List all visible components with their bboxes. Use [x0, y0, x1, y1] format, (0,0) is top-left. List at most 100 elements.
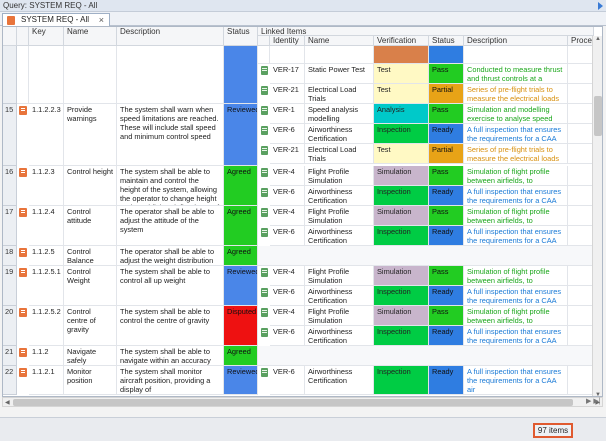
- verification-cell[interactable]: Inspection: [374, 226, 429, 246]
- linked-status-cell[interactable]: Partial: [429, 84, 464, 104]
- column-header-linked-status[interactable]: Status: [429, 36, 464, 46]
- description-cell[interactable]: The operator shall be able to adjust the…: [117, 206, 224, 246]
- linked-name-cell[interactable]: Flight Profile Simulation: [305, 166, 374, 186]
- expand-arrow-icon[interactable]: [598, 2, 603, 10]
- procedure-cell[interactable]: [568, 266, 594, 286]
- linked-status-cell[interactable]: Ready: [429, 186, 464, 206]
- verification-cell[interactable]: Simulation: [374, 166, 429, 186]
- linked-name-cell[interactable]: Flight Profile Simulation: [305, 306, 374, 326]
- linked-status-cell[interactable]: Pass: [429, 166, 464, 186]
- linked-identity-cell[interactable]: VER-4: [270, 166, 305, 186]
- column-header-status[interactable]: Status: [224, 27, 258, 46]
- procedure-cell[interactable]: [568, 166, 594, 186]
- linked-name-cell[interactable]: Static Power Test: [305, 64, 374, 84]
- linked-identity-cell[interactable]: VER-21: [270, 144, 305, 164]
- column-header-verification[interactable]: Verification: [374, 36, 429, 46]
- linked-status-cell[interactable]: Partial: [429, 144, 464, 164]
- horizontal-scroll-thumb[interactable]: [13, 399, 573, 406]
- linked-identity-cell[interactable]: VER-6: [270, 186, 305, 206]
- scroll-right-icon[interactable]: ▶: [595, 400, 600, 406]
- procedure-cell[interactable]: [568, 64, 594, 84]
- key-cell[interactable]: 1.1.2.3: [29, 166, 64, 206]
- status-badge[interactable]: [224, 46, 258, 104]
- linked-name-cell[interactable]: Electrical Load Trials: [305, 144, 374, 164]
- column-header-linked-name[interactable]: Name: [305, 36, 374, 46]
- status-badge[interactable]: Reviewed: [224, 104, 258, 166]
- linked-identity-cell[interactable]: [270, 46, 305, 64]
- linked-name-cell[interactable]: Airworthiness Certification: [305, 366, 374, 395]
- procedure-cell[interactable]: [568, 306, 594, 326]
- linked-name-cell[interactable]: Electrical Load Trials: [305, 84, 374, 104]
- linked-identity-cell[interactable]: VER-21: [270, 84, 305, 104]
- linked-name-cell[interactable]: Speed analysis modelling: [305, 104, 374, 124]
- linked-status-cell[interactable]: [429, 46, 464, 64]
- description-cell[interactable]: The system shall be able to control all …: [117, 266, 224, 306]
- linked-description-cell[interactable]: [464, 46, 568, 64]
- name-cell[interactable]: Control attitude: [64, 206, 117, 246]
- name-cell[interactable]: Monitor position: [64, 366, 117, 395]
- column-header-linked-description[interactable]: Description: [464, 36, 568, 46]
- linked-name-cell[interactable]: Airworthiness Certification: [305, 186, 374, 206]
- linked-name-cell[interactable]: Flight Profile Simulation: [305, 266, 374, 286]
- name-cell[interactable]: Navigate safely: [64, 346, 117, 366]
- linked-identity-cell[interactable]: VER-17: [270, 64, 305, 84]
- linked-name-cell[interactable]: Airworthiness Certification: [305, 326, 374, 346]
- verification-cell[interactable]: Analysis: [374, 104, 429, 124]
- scroll-up-icon[interactable]: ▲: [595, 36, 601, 42]
- description-cell[interactable]: [117, 46, 224, 104]
- vertical-scroll-thumb[interactable]: [594, 96, 602, 136]
- verification-cell[interactable]: Inspection: [374, 124, 429, 144]
- procedure-cell[interactable]: [568, 206, 594, 226]
- key-cell[interactable]: 1.1.2.5.1: [29, 266, 64, 306]
- key-cell[interactable]: 1.1.2.5.2: [29, 306, 64, 346]
- linked-identity-cell[interactable]: VER-4: [270, 206, 305, 226]
- status-badge[interactable]: Agreed: [224, 206, 258, 246]
- verification-cell[interactable]: Test: [374, 84, 429, 104]
- name-cell[interactable]: Control height: [64, 166, 117, 206]
- procedure-cell[interactable]: [568, 144, 594, 164]
- description-cell[interactable]: The system shall be able to maintain and…: [117, 166, 224, 206]
- linked-status-cell[interactable]: Ready: [429, 226, 464, 246]
- verification-cell[interactable]: Inspection: [374, 186, 429, 206]
- linked-description-cell[interactable]: A full inspection that ensures the requi…: [464, 226, 568, 246]
- linked-description-cell[interactable]: Simulation and modelling exercise to ana…: [464, 104, 568, 124]
- linked-description-cell[interactable]: Simulation of flight profile between air…: [464, 166, 568, 186]
- procedure-cell[interactable]: [568, 84, 594, 104]
- verification-cell[interactable]: Simulation: [374, 306, 429, 326]
- linked-status-cell[interactable]: Pass: [429, 64, 464, 84]
- procedure-cell[interactable]: [568, 186, 594, 206]
- linked-identity-cell[interactable]: VER-6: [270, 226, 305, 246]
- linked-status-cell[interactable]: Pass: [429, 206, 464, 226]
- linked-name-cell[interactable]: [305, 46, 374, 64]
- linked-description-cell[interactable]: A full inspection that ensures the requi…: [464, 124, 568, 144]
- key-cell[interactable]: 1.1.2.1: [29, 366, 64, 395]
- procedure-cell[interactable]: [568, 286, 594, 306]
- linked-name-cell[interactable]: Airworthiness Certification: [305, 286, 374, 306]
- key-cell[interactable]: 1.1.2.2.3: [29, 104, 64, 166]
- name-cell[interactable]: Provide warnings: [64, 104, 117, 166]
- linked-status-cell[interactable]: Ready: [429, 366, 464, 395]
- verification-cell[interactable]: Inspection: [374, 366, 429, 395]
- procedure-cell[interactable]: [568, 124, 594, 144]
- horizontal-scrollbar[interactable]: ◀ ▶: [2, 397, 603, 407]
- column-header-description[interactable]: Description: [117, 27, 224, 46]
- name-cell[interactable]: Control Weight: [64, 266, 117, 306]
- procedure-cell[interactable]: [568, 226, 594, 246]
- linked-identity-cell[interactable]: VER-6: [270, 124, 305, 144]
- key-cell[interactable]: 1.1.2.4: [29, 206, 64, 246]
- scroll-down-icon[interactable]: ▼: [595, 392, 601, 397]
- key-cell[interactable]: 1.1.2.5: [29, 246, 64, 266]
- linked-name-cell[interactable]: Airworthiness Certification: [305, 124, 374, 144]
- linked-name-cell[interactable]: Airworthiness Certification: [305, 226, 374, 246]
- linked-description-cell[interactable]: A full inspection that ensures the requi…: [464, 186, 568, 206]
- tab-system-req-all[interactable]: SYSTEM REQ - All ×: [2, 13, 111, 26]
- procedure-cell[interactable]: [568, 326, 594, 346]
- status-badge[interactable]: Agreed: [224, 166, 258, 206]
- linked-description-cell[interactable]: Conducted to measure thrust and thrust c…: [464, 64, 568, 84]
- linked-name-cell[interactable]: Flight Profile Simulation: [305, 206, 374, 226]
- column-header-procedure[interactable]: Proced: [568, 36, 596, 46]
- linked-identity-cell[interactable]: VER-6: [270, 366, 305, 395]
- tab-close-icon[interactable]: ×: [98, 15, 105, 25]
- description-cell[interactable]: The system shall be able to navigate wit…: [117, 346, 224, 366]
- scroll-left-icon[interactable]: ◀: [5, 400, 10, 406]
